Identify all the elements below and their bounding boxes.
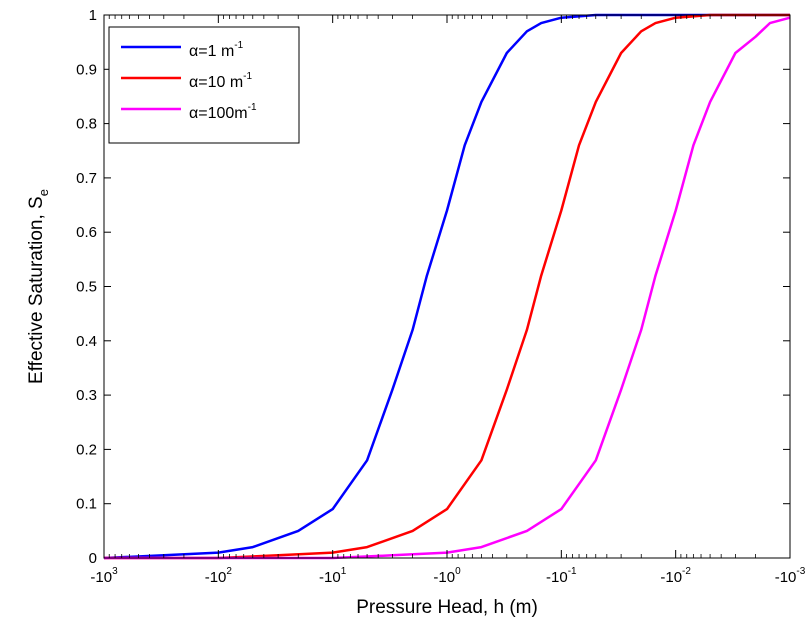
x-tick-label: -10-1 [546,566,577,586]
y-tick-label: 1 [89,7,97,24]
x-tick-label: -103 [90,566,118,586]
y-tick-label: 0.9 [76,61,97,78]
y-tick-label: 0.3 [76,387,97,404]
x-tick-base: -10 [775,569,797,586]
y-tick-label: 0.8 [76,116,97,133]
x-tick-label: -100 [433,566,461,586]
x-tick-exponent: -3 [796,566,805,577]
legend-entry-2: α=10 m-1 [189,71,253,91]
x-tick-base: -10 [205,569,227,586]
legend-entry-text: α=100m [189,105,248,122]
x-tick-base: -10 [660,569,682,586]
y-axis-label-subscript: e [36,189,51,196]
series-line-1 [103,13,790,560]
x-tick-exponent: 0 [455,566,461,577]
series-line-2 [104,13,790,560]
y-tick-label: 0.2 [76,441,97,458]
x-tick-label: -101 [319,566,347,586]
legend-entry-exponent: -1 [234,40,243,51]
y-tick-label: 0.6 [76,224,97,241]
x-axis-label: Pressure Head, h (m) [356,597,538,618]
legend-entry-text: α=10 m [189,74,243,91]
x-tick-exponent: 3 [112,566,118,577]
y-tick-label: 0.4 [76,333,97,350]
x-tick-exponent: 1 [341,566,347,577]
x-tick-label: -102 [205,566,233,586]
x-tick-base: -10 [433,569,455,586]
y-axis: 0 0.1 0.2 0.3 0.4 0.5 0.6 0.7 0.8 0.9 1 [76,7,790,567]
legend-entry-text: α=1 m [189,43,234,60]
y-axis-label-main: Effective Saturation, S [26,196,47,384]
y-tick-label: 0 [89,550,97,567]
y-axis-label: Effective Saturation, Se [26,189,51,384]
legend: α=1 m-1α=10 m-1α=100m-1 [108,26,300,144]
legend-entry-1: α=1 m-1 [189,40,244,60]
x-tick-label: -10-3 [775,566,806,586]
x-tick-exponent: 2 [226,566,232,577]
x-tick-base: -10 [90,569,112,586]
y-tick-label: 0.5 [76,279,97,296]
x-tick-exponent: -2 [682,566,691,577]
legend-entry-exponent: -1 [243,71,252,82]
y-tick-label: 0.1 [76,496,97,513]
legend-entry-exponent: -1 [248,102,257,113]
legend-entry-3: α=100m-1 [189,102,257,122]
x-tick-base: -10 [319,569,341,586]
x-tick-base: -10 [546,569,568,586]
x-tick-exponent: -1 [568,566,577,577]
x-tick-label: -10-2 [660,566,691,586]
y-tick-label: 0.7 [76,170,97,187]
x-axis: -103 -102 -101 -100 -10-1 -10-2 -10-3 [90,15,806,586]
